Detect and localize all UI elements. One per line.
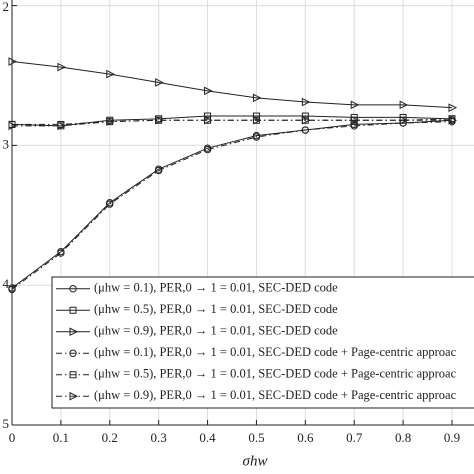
marker [204,86,213,96]
marker [8,121,18,131]
series-line [11,119,453,289]
marker [204,112,212,120]
legend-label: (μhw = 0.5), PER,0 → 1 = 0.01, SEC-DED c… [94,302,338,316]
marker [399,100,409,110]
marker [69,306,77,314]
marker [69,391,79,401]
y-tick-label: 4 [3,276,10,291]
x-tick-label: 0.2 [102,430,118,445]
legend-label: (μhw = 0.9), PER,0 → 1 = 0.01, SEC-DED c… [94,388,457,402]
marker [448,103,458,112]
marker [204,115,213,125]
marker [154,166,163,175]
marker [301,115,311,125]
marker [69,327,79,337]
marker [252,115,262,125]
series-line [11,61,453,109]
x-tick-label: 0.4 [199,430,216,445]
marker [57,62,67,72]
marker [350,100,360,110]
marker [252,93,262,103]
marker [106,69,115,79]
legend-label: (μhw = 0.9), PER,0 → 1 = 0.01, SEC-DED c… [94,324,338,338]
x-tick-label: 0.5 [248,430,264,445]
x-axis-label: σhw [243,453,268,469]
x-tick-label: 0.3 [151,430,167,445]
x-tick-label: 0 [9,430,16,445]
marker [252,133,261,141]
marker [301,112,309,120]
legend-label: (μhw = 0.5), PER,0 → 1 = 0.01, SEC-DED c… [94,367,457,381]
y-tick-label: 2 [3,0,10,14]
marker [252,112,260,120]
x-tick-label: 0.8 [395,430,411,445]
x-tick-label: 0.9 [444,430,460,445]
x-tick-label: 0.1 [53,430,69,445]
marker [399,115,409,125]
marker [57,249,65,257]
marker [69,371,77,379]
marker [203,145,212,154]
marker [155,78,164,87]
marker [57,121,67,131]
marker [8,285,16,294]
marker [69,349,77,357]
legend-label: (μhw = 0.1), PER,0 → 1 = 0.01, SEC-DED c… [94,345,457,359]
marker [301,97,311,107]
x-tick-label: 0.6 [297,430,314,445]
marker [448,115,458,125]
legend-box [51,276,474,409]
marker [69,285,77,293]
marker [106,200,114,208]
marker [301,126,310,134]
marker [8,57,18,66]
marker [155,115,164,125]
y-tick-label: 5 [3,416,10,431]
series-line [12,119,452,127]
legend-label: (μhw = 0.1), PER,0 → 1 = 0.01, SEC-DED c… [94,281,338,295]
series-line [11,121,453,290]
marker [106,117,115,126]
x-tick-label: 0.7 [346,430,363,445]
marker [350,115,360,125]
y-tick-label: 3 [3,136,10,151]
